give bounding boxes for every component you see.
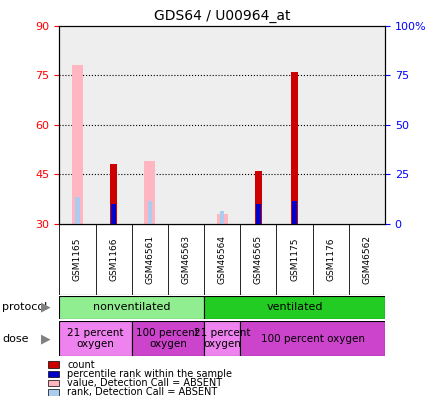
Text: percentile rank within the sample: percentile rank within the sample [67,369,232,379]
Bar [48,362,59,368]
Bar [132,321,204,356]
Bar [240,321,385,356]
Bar [217,214,227,224]
Bar [255,171,262,224]
Bar [110,164,117,224]
Text: nonventilated: nonventilated [93,302,171,312]
Text: rank, Detection Call = ABSENT: rank, Detection Call = ABSENT [67,387,217,396]
Bar [59,321,132,356]
Text: ▶: ▶ [41,332,51,345]
Bar [75,197,80,224]
Text: GSM46564: GSM46564 [218,235,227,284]
Bar [48,371,59,377]
Bar [256,204,260,224]
Text: 100 percent oxygen: 100 percent oxygen [260,333,365,344]
Text: ventilated: ventilated [266,302,323,312]
Text: dose: dose [2,333,29,344]
Text: protocol: protocol [2,302,48,312]
Bar [204,321,240,356]
Text: 100 percent
oxygen: 100 percent oxygen [136,328,199,349]
Bar [72,65,83,224]
Text: count: count [67,360,95,370]
Text: GSM1166: GSM1166 [109,238,118,281]
Text: ▶: ▶ [41,301,51,314]
Bar [111,204,116,224]
Text: GSM46562: GSM46562 [363,235,371,284]
Bar [48,380,59,386]
Text: GSM46565: GSM46565 [254,235,263,284]
Text: GSM1176: GSM1176 [326,238,335,281]
Bar [144,161,155,224]
Bar [148,201,152,224]
Bar [291,72,298,224]
Text: GSM1165: GSM1165 [73,238,82,281]
Text: GSM46561: GSM46561 [145,235,154,284]
Bar [220,211,224,224]
Text: 21 percent
oxygen: 21 percent oxygen [194,328,250,349]
Bar [48,389,59,396]
Text: GSM1175: GSM1175 [290,238,299,281]
Text: 21 percent
oxygen: 21 percent oxygen [67,328,124,349]
Text: GSM46563: GSM46563 [182,235,191,284]
Text: value, Detection Call = ABSENT: value, Detection Call = ABSENT [67,378,222,388]
Title: GDS64 / U00964_at: GDS64 / U00964_at [154,10,290,23]
Bar [204,296,385,319]
Bar [293,201,297,224]
Bar [59,296,204,319]
